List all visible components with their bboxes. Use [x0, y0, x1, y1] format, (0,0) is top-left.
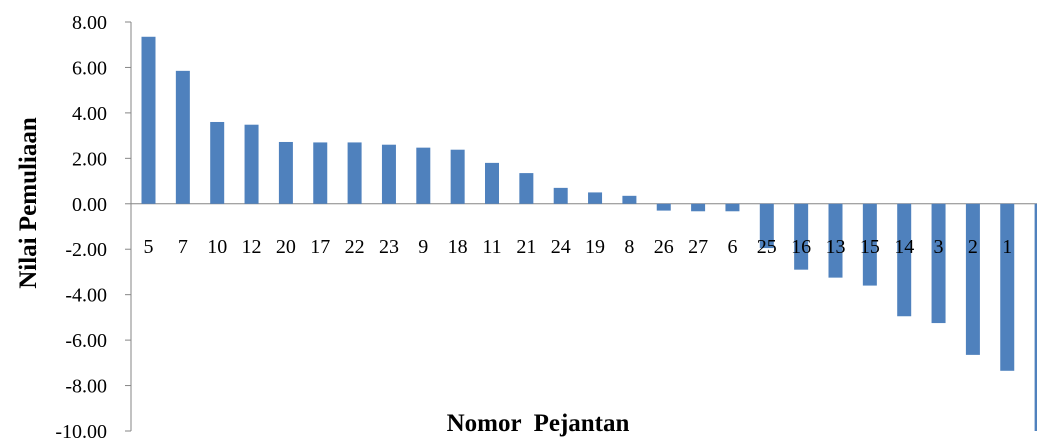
x-category-label: 1 — [1002, 236, 1012, 258]
bar-20 — [278, 141, 293, 204]
bar-26 — [656, 203, 671, 211]
y-axis-ticks: 8.00 6.00 4.00 2.00 0.00 -2.00 -4.00 -6.00 -8.00… — [55, 12, 131, 441]
x-axis-title: Nomor Pejantan — [447, 410, 630, 437]
x-category-label: 11 — [482, 236, 501, 258]
x-category-label: 10 — [207, 236, 227, 258]
x-category-label: 24 — [551, 236, 571, 258]
bar-15 — [862, 203, 877, 286]
x-category-label: 18 — [448, 236, 468, 258]
y-tick-label: -8.00 — [65, 376, 107, 398]
bar-22 — [347, 142, 362, 204]
y-tick-label: -2.00 — [65, 239, 107, 261]
y-tick-label: 6.00 — [72, 57, 107, 79]
bar-7 — [175, 70, 190, 204]
bar-16 — [794, 203, 809, 270]
bar-11 — [485, 162, 499, 204]
x-category-label: 26 — [654, 236, 674, 258]
x-category-label: 8 — [624, 236, 634, 258]
bars — [141, 36, 1037, 431]
y-tick-label: -6.00 — [65, 330, 107, 352]
x-category-label: 22 — [345, 236, 365, 258]
bar-10 — [210, 121, 225, 204]
bar-25 — [759, 203, 774, 249]
x-category-label: 13 — [826, 236, 846, 258]
x-category-label: 6 — [727, 236, 737, 258]
y-tick-label: 0.00 — [72, 194, 107, 216]
bar-24 — [553, 187, 568, 204]
x-category-label: 23 — [379, 236, 399, 258]
bar-14 — [897, 203, 912, 317]
x-category-label: 25 — [757, 236, 777, 258]
bar-8 — [622, 195, 637, 204]
x-category-label: 15 — [860, 236, 880, 258]
x-axis-category-labels: 5 7 10 12 20 17 22 23 9 18 11 21 24 19 8 26 27 6 25 16 13 15 1… — [144, 236, 1037, 258]
x-category-label: 9 — [418, 236, 428, 258]
bar-23 — [381, 144, 396, 204]
bar-17 — [313, 142, 328, 204]
x-category-label: 19 — [585, 236, 605, 258]
y-tick-label: 4.00 — [72, 103, 107, 125]
x-category-label: 20 — [276, 236, 296, 258]
x-category-label: 5 — [144, 236, 154, 258]
bar-5 — [141, 36, 156, 204]
bar-19 — [588, 192, 603, 204]
y-tick-label: 8.00 — [72, 12, 107, 34]
bar-13 — [828, 203, 843, 278]
y-tick-label: 2.00 — [72, 148, 107, 170]
x-category-label: 21 — [516, 236, 536, 258]
bar-9 — [416, 147, 431, 204]
y-tick-label: -4.00 — [65, 285, 107, 307]
x-category-label: 14 — [894, 236, 914, 258]
bar-3 — [931, 203, 946, 324]
x-category-label: 3 — [934, 236, 944, 258]
y-tick-label: -10.00 — [55, 421, 107, 441]
x-category-label: 27 — [688, 236, 708, 258]
x-category-label: 12 — [242, 236, 262, 258]
bar-18 — [450, 149, 465, 204]
bar-1 — [1000, 203, 1015, 371]
bar-12 — [244, 124, 259, 204]
bar-4 — [1034, 203, 1037, 431]
bar-27 — [691, 203, 706, 212]
bar-21 — [519, 173, 534, 204]
x-category-label: 16 — [791, 236, 811, 258]
x-category-label: 7 — [178, 236, 188, 258]
x-category-label: 2 — [968, 236, 978, 258]
y-axis-title: Nilai Pemuliaan — [15, 117, 42, 289]
x-category-label: 17 — [310, 236, 330, 258]
bar-6 — [725, 203, 740, 212]
bar-2 — [965, 203, 980, 355]
